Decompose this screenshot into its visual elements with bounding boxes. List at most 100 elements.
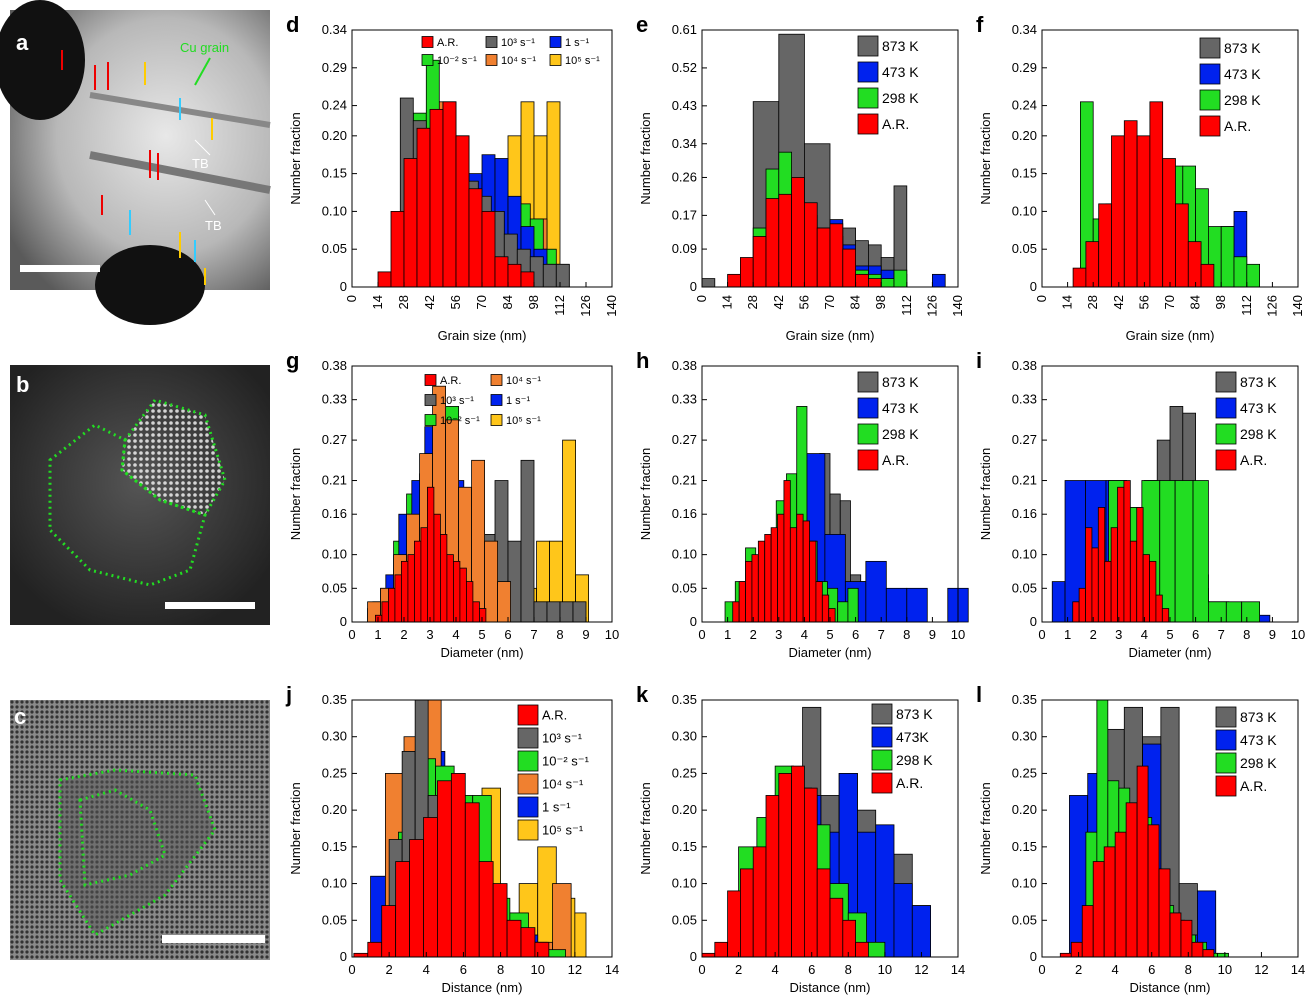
panel: 0 2 4 6 8 10 12 14 0 0.05 0.10 0.15 0.20 0.25 0.30 0.35…	[636, 682, 965, 995]
legend-label: A.R.	[1240, 778, 1267, 794]
y-tick-label: 0.15	[1012, 839, 1037, 854]
panel: 0 1 2 3 4 5 6 7 8 9 10 0 0.05 0.10 0.16 0.21 0.27 0.33 0.3…	[636, 348, 969, 660]
bar	[765, 795, 780, 958]
x-tick-label: 4	[423, 962, 430, 977]
legend-swatch	[1215, 371, 1237, 393]
bar	[1051, 581, 1066, 623]
x-tick-label: 5	[1166, 627, 1173, 642]
x-tick-label: 56	[448, 295, 463, 309]
y-tick-label: 0	[1030, 949, 1037, 964]
bar	[416, 127, 431, 288]
panel-label: e	[636, 12, 648, 37]
x-axis-label: Distance (nm)	[790, 980, 871, 995]
bar	[745, 560, 753, 623]
x-tick-label: 10	[1291, 627, 1305, 642]
y-tick-label: 0.20	[1012, 802, 1037, 817]
bar	[420, 527, 428, 623]
x-tick-label: 5	[826, 627, 833, 642]
x-tick-label: 9	[1269, 627, 1276, 642]
legend-label: 10⁵ s⁻¹	[506, 415, 541, 427]
legend-swatch	[857, 87, 879, 109]
bar	[439, 534, 448, 623]
bar	[387, 587, 396, 623]
panel-label: k	[636, 682, 649, 707]
x-tick-label: 7	[878, 627, 885, 642]
y-axis-label: Number fraction	[288, 782, 303, 874]
legend-swatch	[857, 371, 879, 393]
bar	[1085, 241, 1100, 288]
bar	[1078, 587, 1086, 623]
bar	[426, 486, 435, 623]
bar	[1085, 527, 1093, 623]
panel-label: h	[636, 348, 649, 373]
panel: 0 14 28 42 56 70 84 98 112 126 140 0 0.05 0.10 0.15 0.2…	[286, 12, 619, 343]
bar	[1136, 135, 1151, 288]
legend-label: 10³ s⁻¹	[542, 731, 583, 746]
x-tick-label: 8	[845, 962, 852, 977]
bar	[932, 273, 946, 288]
x-tick-label: 0	[348, 627, 355, 642]
bar	[446, 554, 454, 623]
x-axis-label: Grain size (nm)	[1126, 328, 1215, 343]
bar	[1187, 241, 1202, 288]
y-tick-label: 0.33	[1012, 392, 1037, 407]
legend-label: A.R.	[440, 375, 461, 387]
bar	[381, 601, 389, 623]
bar	[804, 787, 818, 958]
y-tick-label: 0.10	[672, 876, 697, 891]
annotation: Cu grain	[180, 40, 229, 55]
y-tick-label: 0.35	[1012, 692, 1037, 707]
legend-swatch	[485, 54, 498, 66]
bar	[778, 773, 792, 958]
bar	[353, 952, 369, 958]
y-tick-label: 0.15	[322, 839, 347, 854]
bar	[381, 905, 397, 958]
y-axis-label: Number fraction	[638, 112, 653, 204]
x-tick-label: 4	[772, 962, 779, 977]
bar	[1233, 256, 1248, 288]
x-tick-label: 14	[1060, 295, 1075, 309]
bar	[893, 269, 908, 288]
bar	[459, 567, 467, 623]
x-tick-label: 0	[698, 627, 705, 642]
panel: 0 1 2 3 4 5 6 7 8 9 10 0 0.05 0.10 0.16 0.21 0.27 0.33 0.3…	[976, 348, 1305, 660]
x-tick-label: 14	[1291, 962, 1305, 977]
x-tick-label: 10	[878, 962, 892, 977]
y-tick-label: 0	[340, 949, 347, 964]
legend-label: A.R.	[542, 708, 567, 723]
legend-swatch	[1215, 423, 1237, 445]
panel-label: a	[16, 30, 29, 55]
y-tick-label: 0.33	[672, 392, 697, 407]
y-tick-label: 0	[1030, 279, 1037, 294]
micrograph-b: b	[10, 365, 270, 625]
bar	[875, 824, 895, 958]
micrograph-a: a Cu grain TB TB	[0, 0, 271, 325]
y-tick-label: 0	[1030, 614, 1037, 629]
panel: 0 14 28 42 56 70 84 98 112 126 140 0 0.05 0.10 0.15 0.2…	[976, 12, 1305, 343]
bar	[1092, 861, 1105, 958]
x-tick-label: 12	[1254, 962, 1268, 977]
y-tick-label: 0.38	[1012, 358, 1037, 373]
panel-label: g	[286, 348, 299, 373]
bar	[413, 540, 422, 623]
bar	[1103, 846, 1116, 958]
y-tick-label: 0.20	[322, 802, 347, 817]
bar	[1072, 267, 1087, 288]
bar	[468, 188, 483, 288]
legend-swatch	[1215, 449, 1237, 471]
bar	[394, 574, 402, 623]
bar	[433, 513, 441, 623]
bar	[555, 263, 570, 288]
bar	[815, 581, 823, 623]
legend-swatch	[871, 726, 893, 748]
bar	[572, 601, 587, 623]
bar	[1158, 868, 1171, 958]
bar	[727, 890, 741, 958]
y-tick-label: 0.30	[1012, 729, 1037, 744]
x-tick-label: 8	[903, 627, 910, 642]
panel: 0 1 2 3 4 5 6 7 8 9 10 0 0.05 0.10 0.16 0.21 0.27 0.33 0.3…	[286, 348, 619, 660]
y-tick-label: 0.21	[322, 473, 347, 488]
bar	[701, 952, 716, 958]
bar	[796, 513, 804, 623]
x-axis-label: Distance (nm)	[1130, 980, 1211, 995]
